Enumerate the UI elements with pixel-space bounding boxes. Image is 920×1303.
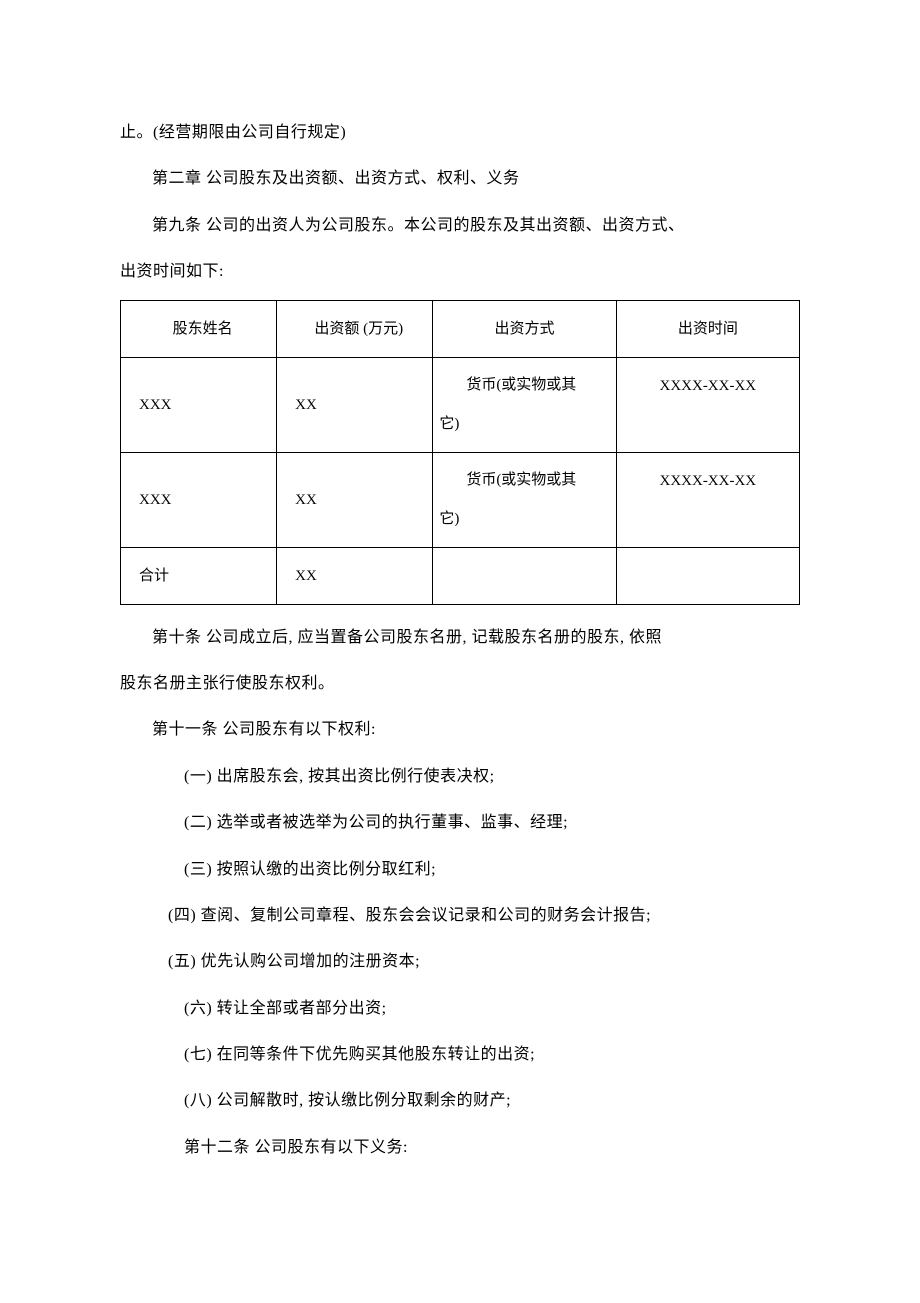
right-7: (七) 在同等条件下优先购买其他股东转让的出资;	[120, 1032, 800, 1078]
article-9-line1: 第九条 公司的出资人为公司股东。本公司的股东及其出资额、出资方式、	[120, 203, 800, 249]
table-total-row: 合计 XX	[121, 547, 800, 604]
method-text-l1: 货币(或实物或其	[439, 461, 609, 500]
right-2: (二) 选举或者被选举为公司的执行董事、监事、经理;	[120, 800, 800, 846]
cell-name: XXX	[121, 452, 277, 547]
header-amount: 出资额 (万元)	[277, 300, 433, 357]
header-date: 出资时间	[616, 300, 799, 357]
document-page: 止。(经营期限由公司自行规定) 第二章 公司股东及出资额、出资方式、权利、义务 …	[0, 0, 920, 1251]
right-4: (四) 查阅、复制公司章程、股东会会议记录和公司的财务会计报告;	[120, 893, 800, 939]
right-3: (三) 按照认缴的出资比例分取红利;	[120, 847, 800, 893]
method-text-l2: 它)	[439, 500, 609, 539]
article-9-line2: 出资时间如下:	[120, 249, 800, 295]
method-text-l1: 货币(或实物或其	[439, 366, 609, 405]
header-method: 出资方式	[433, 300, 616, 357]
cell-total-label: 合计	[121, 547, 277, 604]
table-row: XXX XX 货币(或实物或其 它) XXXX-XX-XX	[121, 452, 800, 547]
cell-empty	[433, 547, 616, 604]
table-header-row: 股东姓名 出资额 (万元) 出资方式 出资时间	[121, 300, 800, 357]
article-10-line2: 股东名册主张行使股东权利。	[120, 661, 800, 707]
article-10-line1: 第十条 公司成立后, 应当置备公司股东名册, 记载股东名册的股东, 依照	[120, 615, 800, 661]
cell-method: 货币(或实物或其 它)	[433, 357, 616, 452]
cell-method: 货币(或实物或其 它)	[433, 452, 616, 547]
table-row: XXX XX 货币(或实物或其 它) XXXX-XX-XX	[121, 357, 800, 452]
cell-empty	[616, 547, 799, 604]
shareholder-table: 股东姓名 出资额 (万元) 出资方式 出资时间 XXX XX 货币(或实物或其 …	[120, 300, 800, 605]
right-6: (六) 转让全部或者部分出资;	[120, 986, 800, 1032]
paragraph-continuation: 止。(经营期限由公司自行规定)	[120, 110, 800, 156]
cell-amount: XX	[277, 452, 433, 547]
header-name: 股东姓名	[121, 300, 277, 357]
article-11: 第十一条 公司股东有以下权利:	[120, 707, 800, 753]
right-1: (一) 出席股东会, 按其出资比例行使表决权;	[120, 754, 800, 800]
cell-name: XXX	[121, 357, 277, 452]
method-text-l2: 它)	[439, 405, 609, 444]
right-5: (五) 优先认购公司增加的注册资本;	[120, 939, 800, 985]
cell-total-amount: XX	[277, 547, 433, 604]
cell-amount: XX	[277, 357, 433, 452]
chapter-2-heading: 第二章 公司股东及出资额、出资方式、权利、义务	[120, 156, 800, 202]
cell-date: XXXX-XX-XX	[616, 452, 799, 547]
right-8: (八) 公司解散时, 按认缴比例分取剩余的财产;	[120, 1078, 800, 1124]
article-12: 第十二条 公司股东有以下义务:	[120, 1125, 800, 1171]
cell-date: XXXX-XX-XX	[616, 357, 799, 452]
